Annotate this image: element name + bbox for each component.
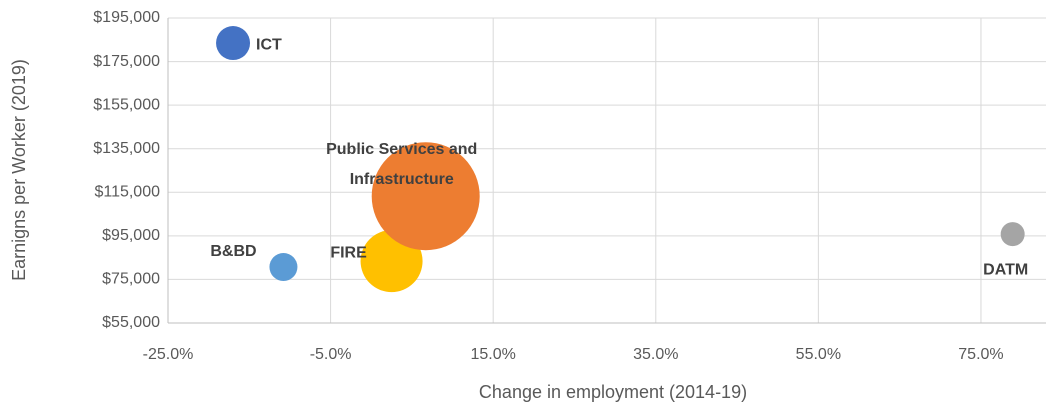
y-tick-label: $175,000 [93, 53, 160, 70]
bubble-label: FIRE [330, 244, 367, 261]
x-tick-label: 35.0% [633, 346, 678, 363]
y-axis-title: Earnigns per Worker (2019) [9, 59, 29, 281]
y-tick-label: $55,000 [102, 314, 160, 331]
bubble-label: B&BD [210, 243, 256, 260]
bubble-label: ICT [256, 36, 282, 53]
y-tick-label: $155,000 [93, 96, 160, 113]
bubble-label: DATM [983, 261, 1028, 278]
y-tick-label: $75,000 [102, 271, 160, 288]
y-tick-label: $95,000 [102, 227, 160, 244]
bubble-label-text: Public Services and Infrastructure [326, 141, 478, 189]
bubble-label: Public Services and Infrastructure [326, 141, 478, 189]
x-axis-title: Change in employment (2014-19) [479, 382, 747, 402]
y-tick-label: $135,000 [93, 140, 160, 157]
x-tick-label: 75.0% [958, 346, 1003, 363]
x-tick-label: -25.0% [143, 346, 194, 363]
bubble [216, 26, 251, 61]
x-tick-label: 15.0% [470, 346, 515, 363]
bubble [1000, 222, 1025, 247]
y-tick-label: $115,000 [94, 184, 160, 201]
bubble [371, 142, 480, 251]
x-tick-label: -5.0% [310, 346, 352, 363]
bubble [269, 253, 298, 282]
y-tick-label: $195,000 [93, 9, 160, 26]
x-tick-label: 55.0% [796, 346, 841, 363]
